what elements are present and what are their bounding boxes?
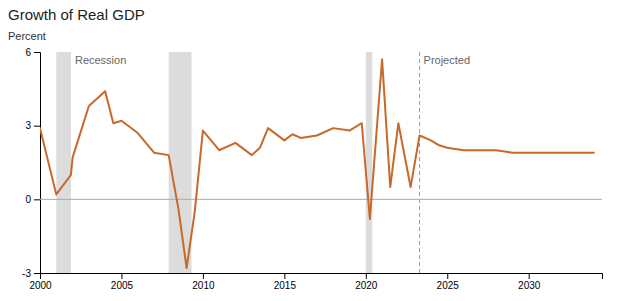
x-tick-mark: [366, 273, 367, 279]
x-tick-mark: [284, 273, 285, 279]
x-tick-mark: [121, 273, 122, 279]
baseline: [40, 199, 602, 200]
recession-band: [56, 52, 71, 273]
x-tick-label: 2025: [437, 280, 460, 291]
x-tick-label: 2015: [274, 280, 297, 291]
y-tick-mark: [34, 199, 40, 200]
y-tick-mark: [34, 52, 40, 53]
plot-area: 2000 2005 2010 2015 2020 2025 2030 -3 0 3 6 Recessi…: [22, 47, 602, 291]
y-tick-label: -3: [22, 268, 31, 279]
x-axis-line: [41, 274, 603, 280]
y-tick: 3: [25, 120, 40, 131]
recession-band: [366, 52, 373, 273]
data-line: [40, 59, 594, 268]
y-axis-label: Percent: [8, 30, 46, 42]
recession-label: Recession: [75, 54, 126, 66]
x-tick-label: 2030: [518, 280, 541, 291]
y-tick-mark: [34, 273, 40, 274]
y-tick-label: 3: [25, 120, 31, 131]
x-tick-label: 2010: [192, 280, 215, 291]
x-tick: 2025: [437, 273, 460, 291]
y-tick-label: 0: [25, 194, 31, 205]
title: Growth of Real GDP: [8, 6, 145, 23]
x-tick-label: 2020: [355, 280, 378, 291]
x-tick: 2010: [192, 273, 215, 291]
x-tick-label: 2000: [29, 280, 52, 291]
x-tick: 2005: [111, 273, 134, 291]
x-tick-mark: [447, 273, 448, 279]
x-axis: 2000 2005 2010 2015 2020 2025 2030: [29, 273, 602, 291]
x-tick-label: 2005: [111, 280, 134, 291]
data-layer: [40, 52, 602, 273]
y-axis-line: [34, 53, 41, 274]
y-tick: -3: [22, 268, 40, 279]
x-tick-mark: [203, 273, 204, 279]
x-tick-mark: [529, 273, 530, 279]
y-tick: 6: [25, 47, 40, 58]
projected-line: [419, 52, 420, 273]
x-tick: 2015: [274, 273, 297, 291]
projected-label: Projected: [424, 54, 470, 66]
chart: Growth of Real GDP Percent 2000 2005 2010 201…: [0, 0, 624, 301]
x-tick: 2020: [355, 273, 378, 291]
recession-band: [169, 52, 192, 273]
y-tick-mark: [34, 126, 40, 127]
y-tick: 0: [25, 194, 40, 205]
y-tick-label: 6: [25, 47, 31, 58]
x-tick: 2000: [29, 273, 52, 291]
y-axis: -3 0 3 6: [22, 47, 40, 279]
x-tick: 2030: [518, 273, 541, 291]
